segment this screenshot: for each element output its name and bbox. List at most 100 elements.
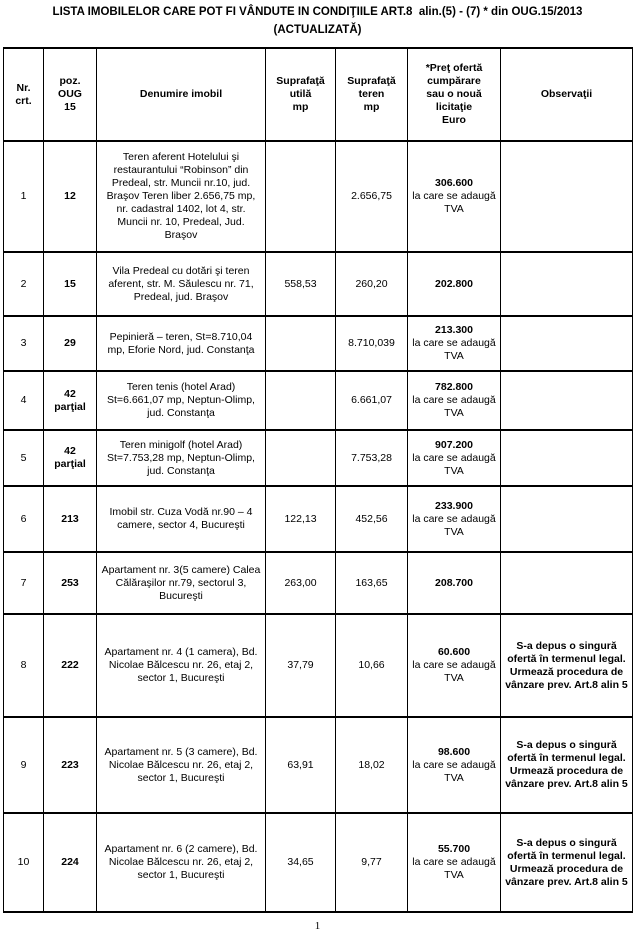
cell-poz: 224 [43, 812, 97, 913]
cell-observatii: S-a depus o singură ofertă în termenul l… [500, 812, 633, 913]
cell-suprafata-utila [265, 370, 336, 431]
cell-poz: 253 [43, 551, 97, 615]
cell-observatii: S-a depus o singură ofertă în termenul l… [500, 613, 633, 718]
properties-table: Nr. crt. poz. OUG 15 Denumire imobil Sup… [3, 47, 633, 913]
cell-poz: 213 [43, 485, 97, 553]
pret-value: 213.300 [435, 324, 473, 336]
table-row: 5 42 parţial Teren minigolf (hotel Arad)… [3, 429, 633, 487]
cell-pret: 907.200 la care se adaugă TVA [407, 429, 501, 487]
cell-denumire: Teren minigolf (hotel Arad) St=7.753,28 … [96, 429, 266, 487]
header-row: Nr. crt. poz. OUG 15 Denumire imobil Sup… [3, 47, 633, 142]
cell-nr: 1 [3, 140, 44, 253]
pret-value: 782.800 [435, 381, 473, 393]
cell-suprafata-utila [265, 429, 336, 487]
cell-denumire: Apartament nr. 4 (1 camera), Bd. Nicolae… [96, 613, 266, 718]
cell-observatii [500, 551, 633, 615]
cell-suprafata-utila: 263,00 [265, 551, 336, 615]
cell-pret: 60.600 la care se adaugă TVA [407, 613, 501, 718]
pret-note: la care se adaugă TVA [412, 337, 496, 362]
table-row: 8 222 Apartament nr. 4 (1 camera), Bd. N… [3, 613, 633, 718]
table-row: 10 224 Apartament nr. 6 (2 camere), Bd. … [3, 812, 633, 913]
pret-value: 208.700 [435, 576, 473, 589]
cell-suprafata-teren: 8.710,039 [335, 315, 408, 372]
cell-nr: 4 [3, 370, 44, 431]
table-row: 9 223 Apartament nr. 5 (3 camere), Bd. N… [3, 716, 633, 814]
header-observatii: Observaţii [500, 47, 633, 142]
pret-value: 55.700 [437, 843, 471, 855]
cell-suprafata-utila: 37,79 [265, 613, 336, 718]
table-row: 7 253 Apartament nr. 3(5 camere) Calea C… [3, 551, 633, 615]
cell-suprafata-utila: 122,13 [265, 485, 336, 553]
cell-denumire: Teren aferent Hotelului şi restaurantulu… [96, 140, 266, 253]
cell-denumire: Apartament nr. 3(5 camere) Calea Călăraş… [96, 551, 266, 615]
cell-pret: 208.700 [407, 551, 501, 615]
cell-poz: 42 parţial [43, 370, 97, 431]
cell-suprafata-utila [265, 140, 336, 253]
title-line-1: LISTA IMOBILELOR CARE POT FI VÂNDUTE IN … [52, 6, 583, 18]
pret-value: 98.600 [437, 745, 471, 758]
cell-pret: 55.700 la care se adaugă TVA [407, 812, 501, 913]
cell-suprafata-teren: 452,56 [335, 485, 408, 553]
cell-observatii [500, 315, 633, 372]
cell-observatii [500, 251, 633, 317]
pret-note: la care se adaugă TVA [412, 659, 496, 684]
pret-value: 907.200 [435, 438, 473, 451]
cell-observatii [500, 429, 633, 487]
document-title: LISTA IMOBILELOR CARE POT FI VÂNDUTE IN … [0, 3, 635, 39]
header-suprafata-teren: Suprafaţă teren mp [335, 47, 408, 142]
cell-nr: 5 [3, 429, 44, 487]
cell-suprafata-teren: 18,02 [335, 716, 408, 814]
pret-note: la care se adaugă TVA [412, 394, 496, 419]
page-number: 1 [314, 920, 321, 932]
pret-note: la care se adaugă TVA [412, 856, 496, 881]
cell-suprafata-teren: 2.656,75 [335, 140, 408, 253]
cell-suprafata-utila: 558,53 [265, 251, 336, 317]
cell-denumire: Vila Predeal cu dotări şi teren aferent,… [96, 251, 266, 317]
pret-note: la care se adaugă TVA [412, 190, 496, 215]
cell-suprafata-utila: 63,91 [265, 716, 336, 814]
cell-pret: 213.300 la care se adaugă TVA [407, 315, 501, 372]
cell-poz: 15 [43, 251, 97, 317]
cell-observatii [500, 485, 633, 553]
cell-denumire: Pepinieră – teren, St=8.710,04 mp, Efori… [96, 315, 266, 372]
cell-poz: 42 parţial [43, 429, 97, 487]
table-row: 6 213 Imobil str. Cuza Vodă nr.90 – 4 ca… [3, 485, 633, 553]
cell-poz: 223 [43, 716, 97, 814]
cell-suprafata-utila [265, 315, 336, 372]
cell-suprafata-teren: 7.753,28 [335, 429, 408, 487]
header-poz-oug: poz. OUG 15 [43, 47, 97, 142]
cell-nr: 3 [3, 315, 44, 372]
cell-observatii [500, 370, 633, 431]
header-denumire: Denumire imobil [96, 47, 266, 142]
header-suprafata-utila: Suprafaţă utilă mp [265, 47, 336, 142]
cell-suprafata-teren: 6.661,07 [335, 370, 408, 431]
pret-value: 202.800 [435, 277, 473, 290]
cell-pret: 98.600 la care se adaugă TVA [407, 716, 501, 814]
header-nr-crt: Nr. crt. [3, 47, 44, 142]
table-row: 4 42 parţial Teren tenis (hotel Arad) St… [3, 370, 633, 431]
cell-pret: 233.900 la care se adaugă TVA [407, 485, 501, 553]
cell-suprafata-teren: 163,65 [335, 551, 408, 615]
table-row: 1 12 Teren aferent Hotelului şi restaura… [3, 140, 633, 253]
header-pret: *Preţ ofertă cumpărare sau o nouă licita… [407, 47, 501, 142]
cell-nr: 6 [3, 485, 44, 553]
table-row: 2 15 Vila Predeal cu dotări şi teren afe… [3, 251, 633, 317]
pret-note: la care se adaugă TVA [412, 451, 496, 477]
cell-nr: 10 [3, 812, 44, 913]
cell-denumire: Apartament nr. 6 (2 camere), Bd. Nicolae… [96, 812, 266, 913]
cell-nr: 8 [3, 613, 44, 718]
cell-suprafata-utila: 34,65 [265, 812, 336, 913]
pret-note: la care se adaugă TVA [412, 758, 496, 784]
cell-pret: 782.800 la care se adaugă TVA [407, 370, 501, 431]
pret-value: 60.600 [437, 646, 471, 658]
cell-nr: 2 [3, 251, 44, 317]
cell-nr: 7 [3, 551, 44, 615]
cell-denumire: Imobil str. Cuza Vodă nr.90 – 4 camere, … [96, 485, 266, 553]
pret-value: 306.600 [435, 177, 473, 189]
cell-denumire: Teren tenis (hotel Arad) St=6.661,07 mp,… [96, 370, 266, 431]
table-row: 3 29 Pepinieră – teren, St=8.710,04 mp, … [3, 315, 633, 372]
cell-poz: 222 [43, 613, 97, 718]
cell-denumire: Apartament nr. 5 (3 camere), Bd. Nicolae… [96, 716, 266, 814]
cell-suprafata-teren: 260,20 [335, 251, 408, 317]
cell-suprafata-teren: 10,66 [335, 613, 408, 718]
